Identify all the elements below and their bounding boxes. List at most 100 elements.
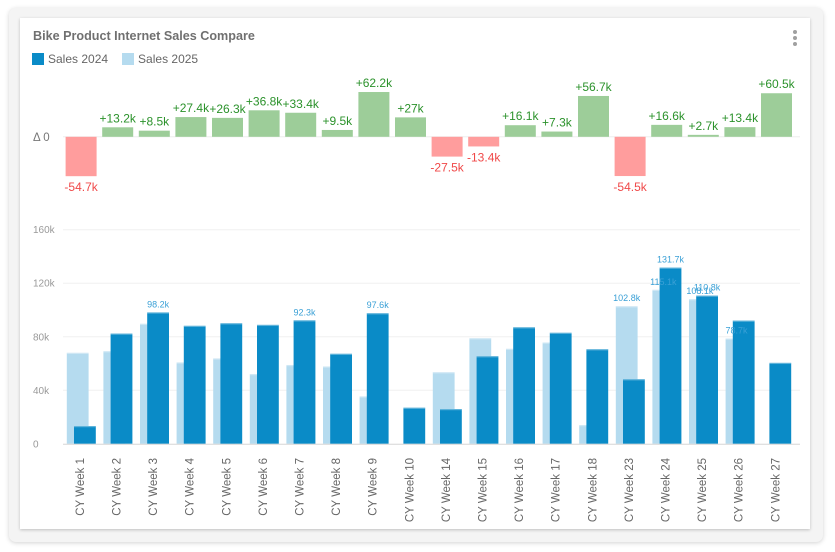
delta-data-label: +60.5k	[758, 77, 795, 91]
bar-top-highlight	[513, 327, 535, 329]
bar-top-highlight	[366, 313, 389, 315]
bar-top-highlight	[66, 352, 89, 355]
delta-bar[interactable]	[285, 112, 317, 137]
bar-top-highlight	[469, 338, 492, 340]
bar-sales-2024[interactable]	[220, 323, 243, 444]
delta-bar[interactable]	[102, 127, 134, 137]
delta-bar[interactable]	[504, 125, 536, 137]
bar-sales-2024[interactable]	[183, 325, 206, 444]
sales-chart: 0 40k 80k 120k 160k 102.8k 115.1k 108.1k 78.7k 98…	[33, 225, 800, 522]
bar-top-highlight	[74, 426, 96, 428]
bar-data-label: 115.1k	[650, 277, 677, 287]
kebab-menu-icon[interactable]	[789, 28, 801, 48]
bar-sales-2024[interactable]	[440, 409, 462, 444]
bar-sales-2024[interactable]	[330, 353, 352, 444]
delta-bar[interactable]	[248, 110, 280, 137]
bar-sales-2024[interactable]	[659, 267, 682, 444]
bar-sales-2024[interactable]	[147, 312, 169, 444]
bar-top-highlight	[403, 407, 426, 409]
legend-label: Sales 2024	[48, 52, 109, 66]
legend-label: Sales 2025	[138, 52, 199, 66]
bar-sales-2024[interactable]	[366, 313, 389, 444]
delta-chart: Δ 0 -54.7k +13.2k +8.5k+27.4k +26.3k+36.8k +3…	[33, 76, 800, 194]
x-category-label: CY Week 8	[331, 458, 343, 516]
delta-data-label: +16.6k	[649, 109, 686, 123]
x-category-label: CY Week 14	[441, 457, 453, 522]
bar-sales-2024[interactable]	[403, 407, 426, 444]
kebab-dot	[793, 42, 797, 46]
delta-data-label: +56.7k	[575, 80, 612, 94]
delta-bar[interactable]	[358, 92, 390, 137]
bar-data-label: 110.8k	[694, 283, 721, 293]
bar-sales-2024[interactable]	[623, 379, 645, 444]
bar-sales-2025[interactable]	[66, 352, 89, 444]
bar-top-highlight	[615, 306, 638, 308]
bar-sales-2024[interactable]	[732, 320, 755, 444]
delta-bar[interactable]	[614, 136, 646, 177]
legend-item-sales-2024[interactable]: Sales 2024	[32, 52, 108, 66]
delta-bar[interactable]	[65, 136, 97, 177]
bar-sales-2024[interactable]	[110, 333, 133, 444]
legend-item-sales-2025[interactable]: Sales 2025	[122, 52, 198, 66]
x-category-label: CY Week 6	[258, 458, 270, 516]
bar-top-highlight	[220, 323, 243, 325]
bar-sales-2024[interactable]	[696, 295, 718, 444]
bar-top-highlight	[330, 353, 352, 355]
bar-top-highlight	[659, 267, 682, 269]
x-category-label: CY Week 5	[221, 458, 233, 516]
delta-data-label: -27.5k	[430, 161, 464, 175]
x-category-label: CY Week 16	[514, 458, 526, 522]
delta-bar[interactable]	[687, 134, 719, 137]
delta-bar[interactable]	[138, 130, 170, 137]
delta-data-label: +36.8k	[246, 94, 283, 108]
x-category-label: CY Week 25	[697, 458, 709, 522]
delta-bar[interactable]	[321, 129, 353, 137]
delta-data-label: +2.7k	[688, 119, 719, 133]
bar-sales-2024[interactable]	[513, 327, 535, 444]
delta-bar[interactable]	[651, 124, 683, 137]
bar-top-highlight	[586, 349, 609, 351]
bar-top-highlight	[476, 356, 499, 358]
delta-data-label: +13.4k	[722, 111, 759, 125]
delta-data-label: +62.2k	[356, 76, 393, 90]
bar-sales-2024[interactable]	[257, 324, 279, 444]
x-category-label: CY Week 4	[185, 457, 197, 515]
delta-data-label: +13.2k	[100, 111, 137, 125]
delta-data-label: +33.4k	[283, 97, 320, 111]
delta-bar[interactable]	[541, 131, 573, 137]
delta-bar[interactable]	[724, 127, 756, 137]
chart-legend: Sales 2024 Sales 2025	[32, 52, 212, 66]
delta-data-label: +9.5k	[322, 114, 353, 128]
bar-top-highlight	[432, 372, 455, 374]
delta-bar[interactable]	[468, 136, 500, 147]
bar-sales-2024[interactable]	[549, 332, 572, 444]
y-tick-label: 40k	[33, 386, 50, 397]
x-category-label: CY Week 3	[148, 458, 160, 516]
bar-sales-2024[interactable]	[586, 349, 609, 444]
delta-bar[interactable]	[761, 93, 792, 137]
bar-sales-2024[interactable]	[769, 362, 792, 444]
delta-bar[interactable]	[395, 117, 426, 137]
delta-bar[interactable]	[578, 95, 609, 137]
delta-data-label: +8.5k	[139, 115, 170, 129]
delta-bar[interactable]	[175, 117, 207, 137]
bar-sales-2024[interactable]	[476, 356, 499, 444]
delta-data-label: +26.3k	[209, 102, 246, 116]
bar-data-label: 108.1k	[686, 286, 714, 296]
bar-top-highlight	[183, 325, 206, 327]
bar-sales-2024[interactable]	[74, 426, 96, 444]
bar-top-highlight	[696, 295, 718, 297]
bar-sales-2024[interactable]	[293, 320, 316, 444]
delta-bar[interactable]	[212, 117, 243, 137]
bar-top-highlight	[257, 324, 279, 327]
x-category-label: CY Week 18	[587, 458, 599, 522]
bar-top-highlight	[147, 312, 169, 314]
bar-top-highlight	[549, 332, 572, 334]
bar-data-label: 98.2k	[147, 299, 170, 309]
x-category-label: CY Week 27	[770, 458, 782, 522]
x-category-label: CY Week 23	[624, 458, 636, 522]
delta-bar[interactable]	[431, 136, 463, 157]
chart-title: Bike Product Internet Sales Compare	[33, 29, 255, 43]
x-category-label: CY Week 24	[661, 457, 673, 522]
bar-top-highlight	[293, 320, 316, 322]
